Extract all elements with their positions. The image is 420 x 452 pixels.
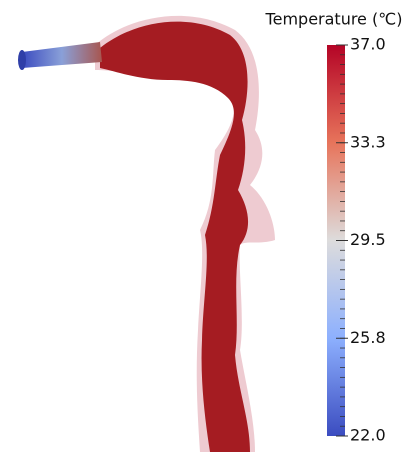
- inner-surface: [100, 22, 250, 452]
- outer-shell: [95, 16, 275, 452]
- colorbar: Temperature (℃) 37.0 33.3 29.5 25.8 22.0: [265, 10, 403, 445]
- nozzle-tip: [18, 50, 26, 70]
- visualization: Temperature (℃) 37.0 33.3 29.5 25.8 22.0: [0, 0, 420, 452]
- tick-label: 33.3: [350, 132, 386, 151]
- airway-model: [18, 16, 275, 452]
- tick-label: 29.5: [350, 230, 386, 249]
- colorbar-title: Temperature (℃): [265, 10, 403, 29]
- tick-label: 37.0: [350, 35, 386, 54]
- tick-label: 25.8: [350, 328, 386, 347]
- nozzle: [22, 42, 102, 68]
- tick-label: 22.0: [350, 426, 386, 445]
